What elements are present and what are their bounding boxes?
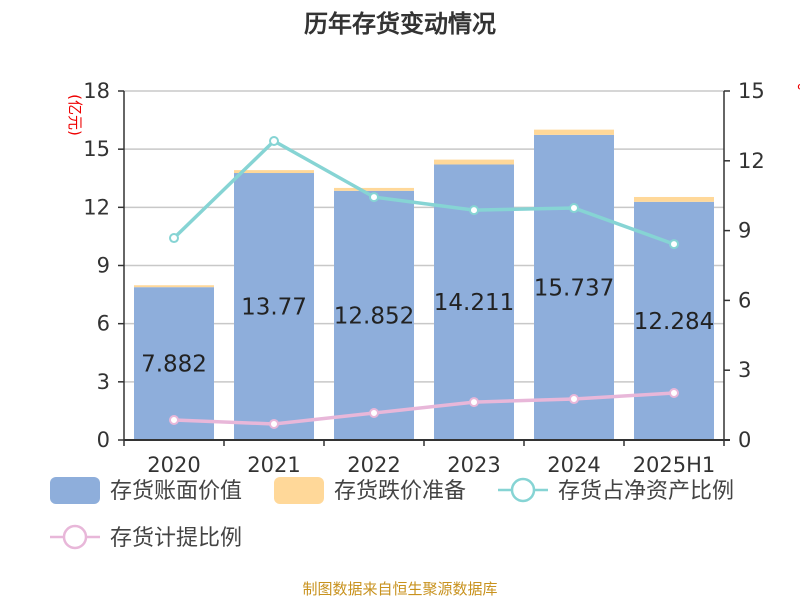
y-tick-label: 0 <box>97 428 110 452</box>
legend-swatch <box>50 477 100 504</box>
line-存货计提比例 <box>173 391 675 426</box>
bar-存货跌价准备 <box>634 196 714 202</box>
y-tick-label: 3 <box>97 370 110 394</box>
data-label: 14.211 <box>434 290 514 316</box>
line-存货占净资产比例 <box>172 138 675 246</box>
bar-存货账面价值 <box>334 190 414 440</box>
line-point <box>569 203 579 214</box>
legend-circle-icon <box>510 477 536 503</box>
line-point <box>169 233 179 244</box>
line-point <box>269 136 279 147</box>
x-tick-label: 2022 <box>347 453 400 477</box>
y-right-tick-label: 3 <box>738 358 751 382</box>
legend-item[interactable]: 存货计提比例 <box>50 524 242 551</box>
line-point <box>369 192 379 203</box>
legend-item[interactable]: 存货占净资产比例 <box>498 477 734 504</box>
y-right-tick-label: 0 <box>738 428 751 452</box>
data-label: 15.737 <box>534 275 614 301</box>
data-label: 12.852 <box>334 303 414 329</box>
bar-存货账面价值 <box>234 173 314 440</box>
line-point <box>669 239 679 250</box>
line-point <box>269 418 279 429</box>
bar-存货账面价值 <box>534 134 614 440</box>
legend-label: 存货账面价值 <box>110 479 242 504</box>
legend-swatch <box>274 477 324 504</box>
x-tick-label: 2024 <box>547 453 600 477</box>
bar-存货跌价准备 <box>534 129 614 135</box>
legend-label: 存货跌价准备 <box>334 479 466 504</box>
y-axis-right-label: % <box>797 81 800 99</box>
y-tick-label: 9 <box>97 254 110 278</box>
data-label: 13.77 <box>241 295 307 321</box>
legend-label: 存货计提比例 <box>110 526 242 551</box>
bar-存货跌价准备 <box>234 170 314 174</box>
source-note: 制图数据来自恒生聚源数据库 <box>302 580 497 598</box>
bar-存货跌价准备 <box>434 159 514 165</box>
y-tick-label: 6 <box>97 312 110 336</box>
y-right-tick-label: 6 <box>738 288 751 312</box>
legend-circle-icon <box>62 524 88 550</box>
y-right-tick-label: 9 <box>738 219 751 243</box>
legend-item[interactable]: 存货跌价准备 <box>274 477 466 504</box>
y-axis-label: (亿元) <box>66 94 84 136</box>
data-label: 7.882 <box>141 352 207 378</box>
chart-title: 历年存货变动情况 <box>304 10 496 38</box>
y-tick-label: 15 <box>83 137 110 161</box>
x-tick-label: 2025H1 <box>633 453 716 477</box>
legend-label: 存货占净资产比例 <box>558 479 734 504</box>
line-point <box>669 388 679 399</box>
y-tick-label: 12 <box>83 195 110 219</box>
data-label: 12.284 <box>634 309 714 335</box>
x-tick-label: 2023 <box>447 453 500 477</box>
x-tick-label: 2020 <box>147 453 200 477</box>
y-right-tick-label: 12 <box>738 149 765 173</box>
x-tick-label: 2021 <box>247 453 300 477</box>
y-tick-label: 18 <box>83 79 110 103</box>
line-point <box>569 394 579 405</box>
bar-存货跌价准备 <box>134 285 214 288</box>
bar-存货跌价准备 <box>334 187 414 191</box>
line-point <box>369 408 379 419</box>
legend-item[interactable]: 存货账面价值 <box>50 477 242 504</box>
bar-存货账面价值 <box>134 287 214 440</box>
line-point <box>469 397 479 408</box>
line-point <box>169 414 179 425</box>
y-right-tick-label: 15 <box>738 79 765 103</box>
line-point <box>469 205 479 216</box>
